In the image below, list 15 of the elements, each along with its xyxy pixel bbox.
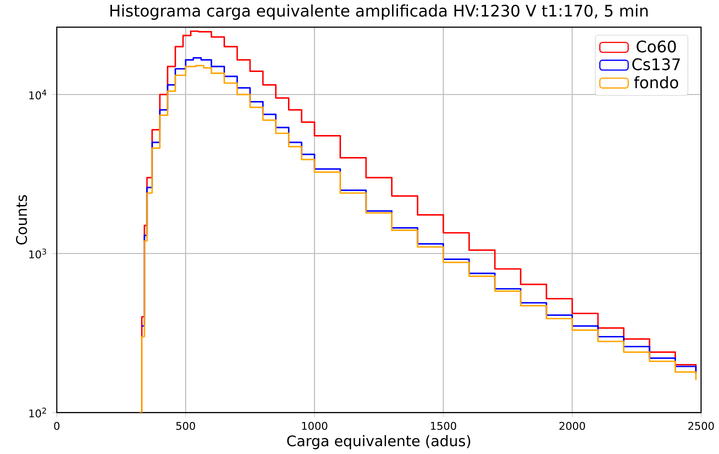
y-tick-label: 10$^{2}$: [29, 408, 46, 418]
legend-label: Cs137: [632, 58, 680, 71]
y-tick-label: 10$^{4}$: [29, 90, 46, 100]
x-tick-label: 1000: [302, 422, 328, 430]
x-tick-label: 0: [54, 422, 60, 430]
legend-label: Co60: [636, 40, 676, 53]
chart-title: Histograma carga equivalente amplificada HV:1230 V t1:170, 5 min: [110, 4, 648, 20]
x-tick-label: 2000: [559, 422, 586, 430]
x-tick-label: 1500: [430, 422, 456, 430]
x-axis-title: Carga equivalente (adus): [287, 435, 470, 450]
x-tick-label: 500: [176, 422, 196, 430]
x-tick-label: 2500: [688, 422, 714, 430]
y-axis-title: Counts: [16, 195, 28, 245]
legend-label: fondo: [634, 76, 678, 89]
y-tick-label: 10$^{3}$: [29, 248, 46, 259]
